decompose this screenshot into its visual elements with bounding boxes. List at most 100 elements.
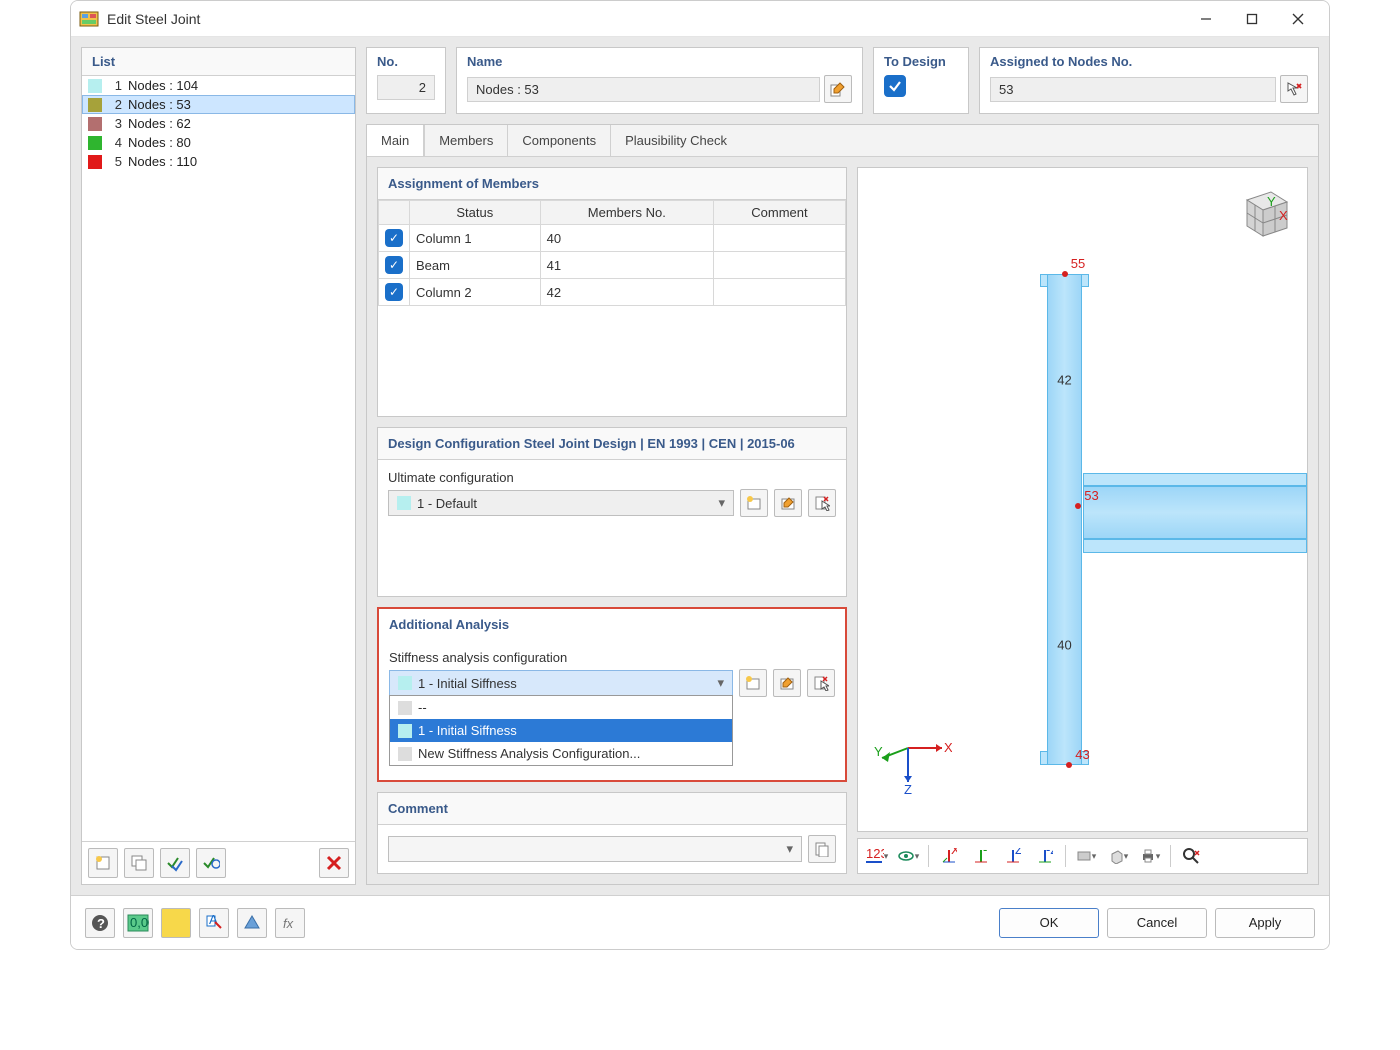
table-row[interactable]: ✓Column 242 [379, 279, 846, 306]
axis-y-label: Y [874, 744, 883, 759]
nav-cube[interactable]: Y X [1231, 180, 1295, 244]
pick-nodes-button[interactable] [1280, 75, 1308, 103]
svg-text:0,00: 0,00 [130, 915, 149, 930]
assignment-section: Assignment of Members StatusMembers No.C… [377, 167, 847, 417]
axis-triad: X Y Z [872, 724, 952, 797]
table-row[interactable]: ✓Beam41 [379, 252, 846, 279]
vt-axis-z-button[interactable]: Z [999, 843, 1027, 869]
node-dot [1062, 271, 1068, 277]
footer: ? 0,00 A fx OK Cancel Apply [71, 895, 1329, 949]
function-button[interactable]: fx [275, 908, 305, 938]
select-stiffness-button[interactable] [807, 669, 835, 697]
no-label: No. [377, 54, 435, 69]
chevron-down-icon: ▾ [717, 675, 724, 691]
annotation-button[interactable]: A [199, 908, 229, 938]
units-button[interactable]: 0,00 [123, 908, 153, 938]
vt-print-button[interactable]: ▾ [1136, 843, 1164, 869]
top-fields: No. 2 Name Nodes : 53 To Design Assigned… [366, 47, 1319, 114]
list-item[interactable]: 4Nodes : 80 [82, 133, 355, 152]
export-button[interactable] [237, 908, 267, 938]
option-label: 1 - Initial Siffness [418, 723, 517, 738]
option-swatch [398, 701, 412, 715]
list-swatch [88, 117, 102, 131]
edit-name-button[interactable] [824, 75, 852, 103]
new-config-button[interactable] [740, 489, 768, 517]
new-stiffness-button[interactable] [739, 669, 767, 697]
column-header: Comment [713, 201, 845, 225]
to-design-checkbox[interactable] [884, 75, 906, 97]
table-row[interactable]: ✓Column 140 [379, 225, 846, 252]
vt-axis-ny-button[interactable]: -Y [967, 843, 995, 869]
svg-text:Y: Y [1267, 194, 1276, 209]
assigned-label: Assigned to Nodes No. [990, 54, 1308, 69]
comment-section: Comment ▾ [377, 792, 847, 874]
vt-view-button[interactable]: ▾ [894, 843, 922, 869]
design-config-section: Design Configuration Steel Joint Design … [377, 427, 847, 597]
row-checkbox[interactable]: ✓ [385, 229, 403, 247]
comment-cell [713, 279, 845, 306]
cancel-button[interactable]: Cancel [1107, 908, 1207, 938]
close-button[interactable] [1275, 4, 1321, 34]
dropdown-option[interactable]: -- [390, 696, 732, 719]
new-item-button[interactable] [88, 848, 118, 878]
select-config-button[interactable] [808, 489, 836, 517]
list-header: List [82, 48, 355, 76]
comment-library-button[interactable] [808, 835, 836, 863]
status-cell: Beam [410, 252, 541, 279]
tabs-panel: MainMembersComponentsPlausibility Check … [366, 124, 1319, 885]
tab-members[interactable]: Members [424, 125, 507, 156]
comment-dropdown[interactable]: ▾ [388, 836, 802, 862]
color-button[interactable] [161, 908, 191, 938]
vt-render-button[interactable]: ▾ [1072, 843, 1100, 869]
vt-axis-x-button[interactable]: X [935, 843, 963, 869]
vt-axis-nz-button[interactable]: -Z [1031, 843, 1059, 869]
list-index: 3 [108, 116, 122, 131]
comment-cell [713, 252, 845, 279]
list-item[interactable]: 1Nodes : 104 [82, 76, 355, 95]
members-cell: 42 [540, 279, 713, 306]
edit-config-button[interactable] [774, 489, 802, 517]
app-icon [79, 9, 99, 29]
list-item[interactable]: 5Nodes : 110 [82, 152, 355, 171]
node-dot [1075, 503, 1081, 509]
uncheck-all-button[interactable] [196, 848, 226, 878]
assigned-value[interactable]: 53 [990, 77, 1276, 102]
chevron-down-icon: ▾ [786, 841, 793, 857]
dropdown-option[interactable]: 1 - Initial Siffness [390, 719, 732, 742]
maximize-button[interactable] [1229, 4, 1275, 34]
vt-cube-button[interactable]: ▾ [1104, 843, 1132, 869]
svg-text:fx: fx [283, 916, 294, 931]
list-item[interactable]: 3Nodes : 62 [82, 114, 355, 133]
tab-components[interactable]: Components [507, 125, 610, 156]
check-all-button[interactable] [160, 848, 190, 878]
help-button[interactable]: ? [85, 908, 115, 938]
edit-stiffness-button[interactable] [773, 669, 801, 697]
vt-zoom-button[interactable] [1177, 843, 1205, 869]
svg-text:X: X [1279, 208, 1288, 223]
copy-item-button[interactable] [124, 848, 154, 878]
delete-item-button[interactable] [319, 848, 349, 878]
no-field-block: No. 2 [366, 47, 446, 114]
no-value[interactable]: 2 [377, 75, 435, 100]
tab-main[interactable]: Main [367, 125, 424, 156]
stiffness-config-dropdown[interactable]: 1 - Initial Siffness ▾ --1 - Initial Sif… [389, 670, 733, 696]
members-table: StatusMembers No.Comment✓Column 140✓Beam… [378, 200, 846, 306]
list-swatch [88, 155, 102, 169]
name-value[interactable]: Nodes : 53 [467, 77, 820, 102]
row-checkbox[interactable]: ✓ [385, 256, 403, 274]
minimize-button[interactable] [1183, 4, 1229, 34]
apply-button[interactable]: Apply [1215, 908, 1315, 938]
3d-viewer[interactable]: Y X X Y [857, 167, 1308, 832]
ok-button[interactable]: OK [999, 908, 1099, 938]
node-label: 43 [1075, 747, 1089, 762]
main-column: Assignment of Members StatusMembers No.C… [377, 167, 847, 874]
row-checkbox[interactable]: ✓ [385, 283, 403, 301]
dropdown-option[interactable]: New Stiffness Analysis Configuration... [390, 742, 732, 765]
tab-plausibility-check[interactable]: Plausibility Check [610, 125, 741, 156]
svg-text:Z: Z [1015, 848, 1021, 857]
option-swatch [398, 724, 412, 738]
vt-numbering-button[interactable]: 123▾ [862, 843, 890, 869]
svg-text:-Z: -Z [1046, 848, 1053, 857]
list-item[interactable]: 2Nodes : 53 [82, 95, 355, 114]
ultimate-config-dropdown[interactable]: 1 - Default ▾ [388, 490, 734, 516]
